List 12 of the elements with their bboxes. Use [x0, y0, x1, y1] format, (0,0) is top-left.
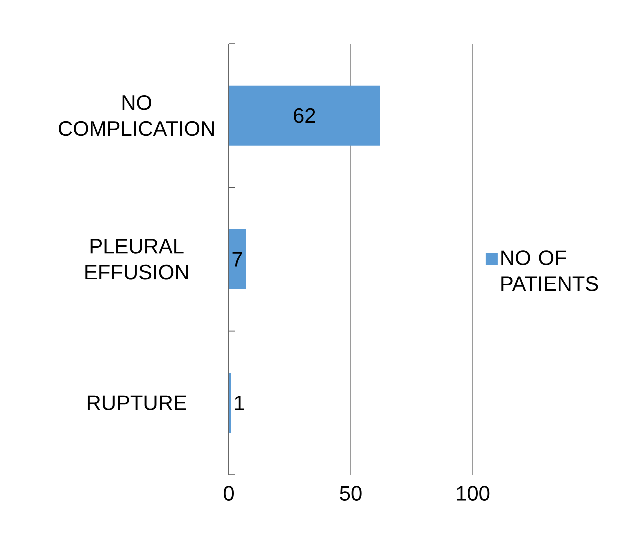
- data-label: 62: [294, 108, 316, 124]
- x-tick-label: 100: [457, 486, 490, 501]
- legend-label: NO OF PATIENTS: [502, 250, 598, 292]
- data-label: 1: [235, 396, 244, 410]
- bar: [229, 229, 246, 290]
- x-tick-label: 50: [340, 486, 362, 501]
- y-tick-label: PLEURAL EFFUSION: [86, 239, 188, 280]
- data-label: 7: [232, 252, 242, 267]
- bar: [229, 86, 380, 146]
- x-tick-label: 0: [224, 486, 234, 501]
- y-tick-label: NO COMPLICATION: [59, 95, 214, 136]
- y-tick-label: RUPTURE: [88, 396, 186, 410]
